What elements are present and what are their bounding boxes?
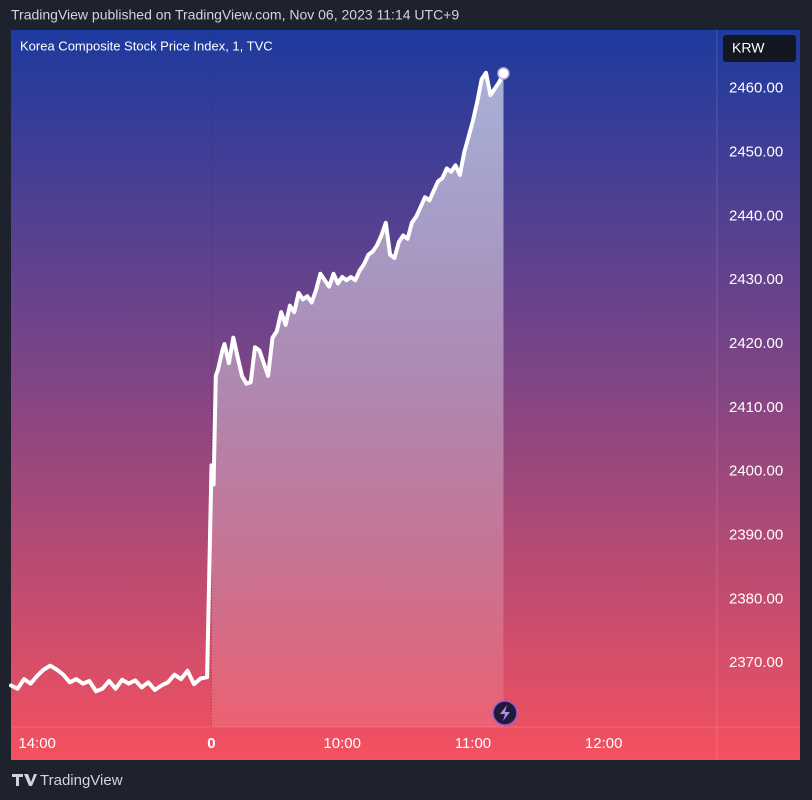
brand-logo: [12, 774, 37, 786]
publish-header: TradingView published on TradingView.com…: [11, 7, 459, 23]
y-tick-label: 2430.00: [729, 271, 783, 288]
plot: 2370.00 2380.00 2390.00 2400.00 2410.00 2420.…: [9, 30, 783, 752]
chart-title: Korea Composite Stock Price Index, 1, TV…: [20, 38, 273, 53]
y-tick-label: 2380.00: [729, 590, 783, 607]
y-tick-label: 2390.00: [729, 526, 783, 543]
x-tick-label: 0: [207, 735, 215, 752]
y-tick-label: 2370.00: [729, 654, 783, 671]
currency-badge: [723, 35, 796, 62]
lightning-icon: [500, 705, 510, 721]
y-tick-label: 2440.00: [729, 207, 783, 224]
y-tick-label: 2460.00: [729, 80, 783, 97]
brand-name: TradingView: [40, 772, 123, 789]
x-tick-label: 11:00: [455, 735, 491, 752]
y-tick-label: 2450.00: [729, 144, 783, 161]
x-tick-label: 10:00: [323, 735, 361, 752]
x-tick-label: 14:00: [18, 735, 56, 752]
area-fill: [211, 72, 504, 728]
y-tick-label: 2410.00: [729, 399, 783, 416]
last-price-dot: [497, 67, 510, 80]
currency-label: KRW: [732, 40, 765, 56]
price-line: [9, 70, 506, 694]
x-tick-label: 12:00: [585, 735, 623, 752]
y-tick-label: 2420.00: [729, 335, 783, 352]
y-tick-label: 2400.00: [729, 463, 783, 480]
